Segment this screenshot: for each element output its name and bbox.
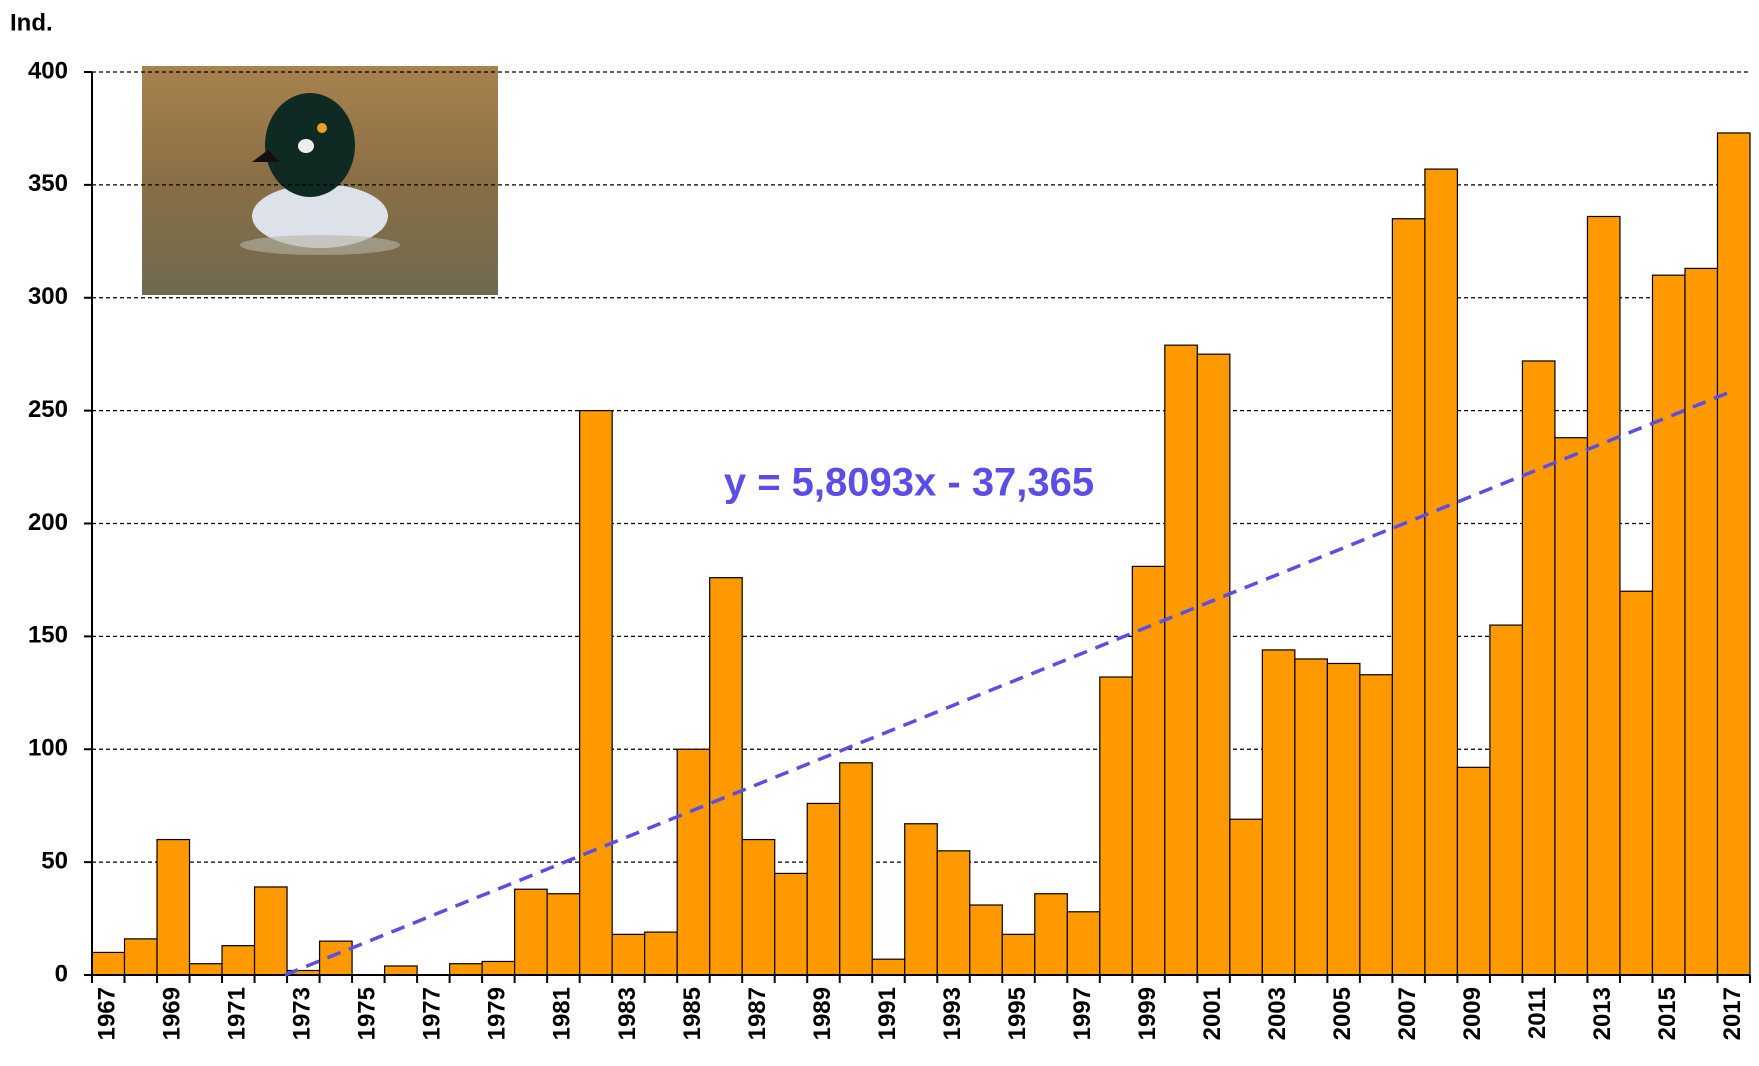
- y-tick-label: 150: [28, 622, 68, 649]
- x-tick-label: 1969: [159, 987, 186, 1040]
- bar: [514, 888, 548, 976]
- bar: [1164, 344, 1198, 976]
- bar: [1651, 274, 1686, 976]
- y-tick-label: 0: [55, 960, 68, 987]
- x-tick-label: 1977: [419, 987, 446, 1040]
- x-tick-label: 1989: [809, 987, 836, 1040]
- bar: [1456, 766, 1491, 976]
- x-tick-label: 1993: [939, 987, 966, 1040]
- bar: [156, 838, 191, 976]
- bar: [1196, 353, 1231, 976]
- bar: [1099, 676, 1133, 976]
- bar: [579, 410, 613, 976]
- bar: [123, 938, 158, 976]
- bar: [1391, 218, 1426, 976]
- x-tick-label: 1983: [614, 987, 641, 1040]
- x-tick-label: 1991: [874, 987, 901, 1040]
- bar: [741, 838, 776, 976]
- bar: [1359, 674, 1393, 976]
- bar: [1684, 267, 1719, 976]
- bar: [383, 965, 418, 976]
- x-tick-label: 1979: [484, 987, 511, 1040]
- y-tick-label: 200: [28, 509, 68, 536]
- trendline-equation: y = 5,8093x - 37,365: [724, 461, 1094, 505]
- bar: [1066, 911, 1101, 976]
- bar: [1261, 649, 1296, 976]
- x-tick-label: 2005: [1329, 987, 1356, 1040]
- x-tick-label: 2011: [1524, 987, 1551, 1039]
- bar: [1001, 933, 1036, 976]
- bar: [644, 931, 678, 976]
- bar: [709, 577, 743, 976]
- x-tick-label: 2013: [1589, 987, 1616, 1040]
- x-tick-label: 1975: [354, 987, 381, 1040]
- x-tick-label: 1981: [549, 987, 576, 1040]
- y-tick-label: 100: [28, 735, 68, 762]
- x-tick-label: 1997: [1069, 987, 1096, 1040]
- bar: [1229, 818, 1263, 976]
- bar: [546, 893, 581, 976]
- bar: [1326, 662, 1361, 976]
- bar: [1131, 565, 1166, 976]
- x-tick-label: 1999: [1134, 987, 1161, 1040]
- x-tick-label: 2003: [1264, 987, 1291, 1040]
- bar: [1424, 168, 1459, 976]
- x-tick-label: 2009: [1459, 987, 1486, 1040]
- x-tick-label: 2001: [1199, 987, 1226, 1040]
- bar: [1521, 360, 1556, 976]
- bar: [1586, 215, 1621, 976]
- bar: [449, 963, 483, 976]
- bar: [871, 958, 906, 976]
- y-tick-label: 50: [41, 847, 68, 874]
- bar: [969, 904, 1003, 976]
- x-tick-label: 2015: [1654, 987, 1681, 1040]
- x-tick-label: 1971: [224, 987, 251, 1040]
- x-tick-label: 1985: [679, 987, 706, 1040]
- x-tick-label: 1973: [289, 987, 316, 1040]
- y-tick-label: 300: [28, 283, 68, 310]
- bar: [1294, 658, 1328, 976]
- bar: [1034, 893, 1068, 976]
- bar: [774, 872, 808, 976]
- x-tick-label: 2017: [1719, 987, 1746, 1040]
- bar: [1489, 624, 1524, 976]
- bar: [1554, 437, 1589, 976]
- bar: [91, 951, 126, 976]
- bar: [253, 886, 288, 976]
- x-tick-label: 2007: [1394, 987, 1421, 1040]
- bar: [221, 945, 256, 976]
- bar: [904, 823, 938, 976]
- bar: [1619, 590, 1654, 976]
- bar: [188, 963, 223, 976]
- bar: [676, 748, 711, 976]
- bar: [806, 802, 841, 976]
- bar: [318, 940, 353, 976]
- y-tick-label: 250: [28, 396, 68, 423]
- y-tick-label: 350: [28, 170, 68, 197]
- y-tick-label: 400: [28, 57, 68, 84]
- x-tick-label: 1967: [94, 987, 121, 1040]
- bar: [481, 960, 516, 976]
- photo: [142, 66, 498, 295]
- bar: [839, 762, 873, 976]
- x-tick-label: 1987: [744, 987, 771, 1040]
- bar: [1716, 132, 1751, 976]
- trend-line: [284, 388, 1735, 977]
- bar: [611, 933, 646, 976]
- y-axis-label: Ind.: [10, 9, 53, 36]
- x-tick-label: 1995: [1004, 987, 1031, 1040]
- bar: [936, 850, 971, 976]
